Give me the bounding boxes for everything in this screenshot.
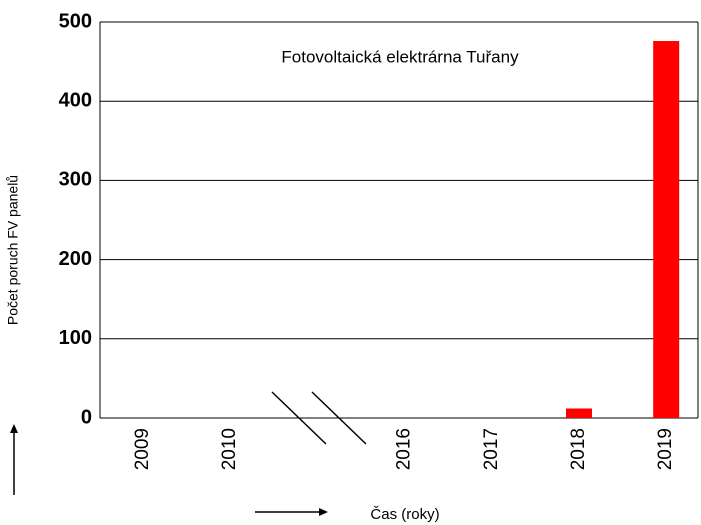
- x-tick-label: 2016: [394, 428, 415, 470]
- y-tick-label: 300: [59, 169, 92, 191]
- y-tick-label: 500: [59, 10, 92, 32]
- x-tick-label: 2010: [219, 428, 240, 470]
- bar: [653, 41, 680, 419]
- y-tick-label: 0: [81, 406, 92, 428]
- chart-title: Fotovoltaická elektrárna Tuřany: [281, 47, 519, 66]
- y-tick-label: 400: [59, 89, 92, 111]
- y-tick-label: 200: [59, 248, 92, 270]
- bar: [566, 408, 592, 418]
- x-tick-label: 2009: [132, 428, 153, 470]
- x-axis-label: Čas (roky): [370, 506, 439, 523]
- x-tick-label: 2019: [655, 428, 676, 470]
- y-axis-label: Počet poruch FV panelů: [5, 175, 21, 325]
- x-tick-label: 2018: [568, 428, 589, 470]
- x-arrow-head: [319, 508, 328, 516]
- x-tick-label: 2017: [481, 428, 502, 470]
- y-tick-label: 100: [59, 327, 92, 349]
- y-arrow-head: [10, 424, 18, 433]
